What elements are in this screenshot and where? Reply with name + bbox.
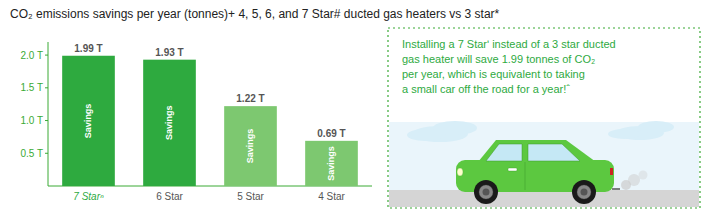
bar <box>305 141 358 186</box>
car-window <box>486 144 522 161</box>
car-exhaust <box>612 188 620 190</box>
value-label: 0.69 T <box>317 128 345 139</box>
bar <box>62 56 115 186</box>
annotation: a small car off the road for a year!ˆ <box>402 83 570 95</box>
chart: CO₂ emissions savings per year (tonnes)+… <box>0 0 708 215</box>
bar-label: Savings <box>84 104 94 139</box>
car-hub <box>581 189 588 196</box>
y-tick-label: 1.5 T <box>20 82 43 93</box>
cloud <box>407 129 443 141</box>
bar-label: Savings <box>327 146 337 181</box>
x-tick-label: 6 Star <box>156 191 183 202</box>
car-hub <box>483 189 490 196</box>
ground <box>389 190 699 207</box>
x-tick-label: 5 Star <box>237 191 264 202</box>
annotation: per year, which is equivalent to taking <box>402 68 585 80</box>
car-headlight <box>457 168 463 176</box>
cloud <box>608 129 640 139</box>
bar <box>224 106 277 186</box>
car-door <box>525 162 526 190</box>
annotation-box <box>388 28 700 208</box>
car-taillight <box>610 168 613 175</box>
car-hubcap <box>577 185 591 199</box>
x-tick-label: 4 Star <box>318 191 345 202</box>
y-axis <box>48 42 49 186</box>
bar-label: Savings <box>246 129 256 164</box>
x-tick-label: 7 Starⁿ <box>73 191 104 202</box>
y-tick-label: 0.5 T <box>20 148 43 159</box>
cloud <box>638 121 674 133</box>
y-tick-label: 1.0 T <box>20 115 43 126</box>
bar-label: Savings <box>165 106 175 141</box>
car-wheel <box>474 180 498 204</box>
value-label: 1.99 T <box>74 43 102 54</box>
annotation: Installing a 7 Starʹ instead of a 3 star… <box>402 38 616 50</box>
value-label: 1.93 T <box>155 47 183 58</box>
y-tick <box>45 87 48 88</box>
y-tick <box>45 55 48 56</box>
car-roof <box>478 140 596 162</box>
car-window <box>528 144 580 161</box>
car-hubcap <box>479 185 493 199</box>
sky <box>389 122 699 207</box>
bar <box>143 60 196 186</box>
annotation: gas heater will save 1.99 tonnes of CO₂ <box>402 53 595 65</box>
car-illustration <box>389 121 699 207</box>
y-tick <box>45 120 48 121</box>
exhaust-puff <box>628 174 640 186</box>
car-handle <box>508 168 517 171</box>
y-tick <box>45 153 48 154</box>
value-label: 1.22 T <box>236 93 264 104</box>
bars <box>62 56 358 186</box>
exhaust-puff <box>639 171 648 180</box>
title: CO₂ emissions savings per year (tonnes)+… <box>10 7 500 21</box>
car-wheel <box>572 180 596 204</box>
y-tick-label: 2.0 T <box>20 50 43 61</box>
